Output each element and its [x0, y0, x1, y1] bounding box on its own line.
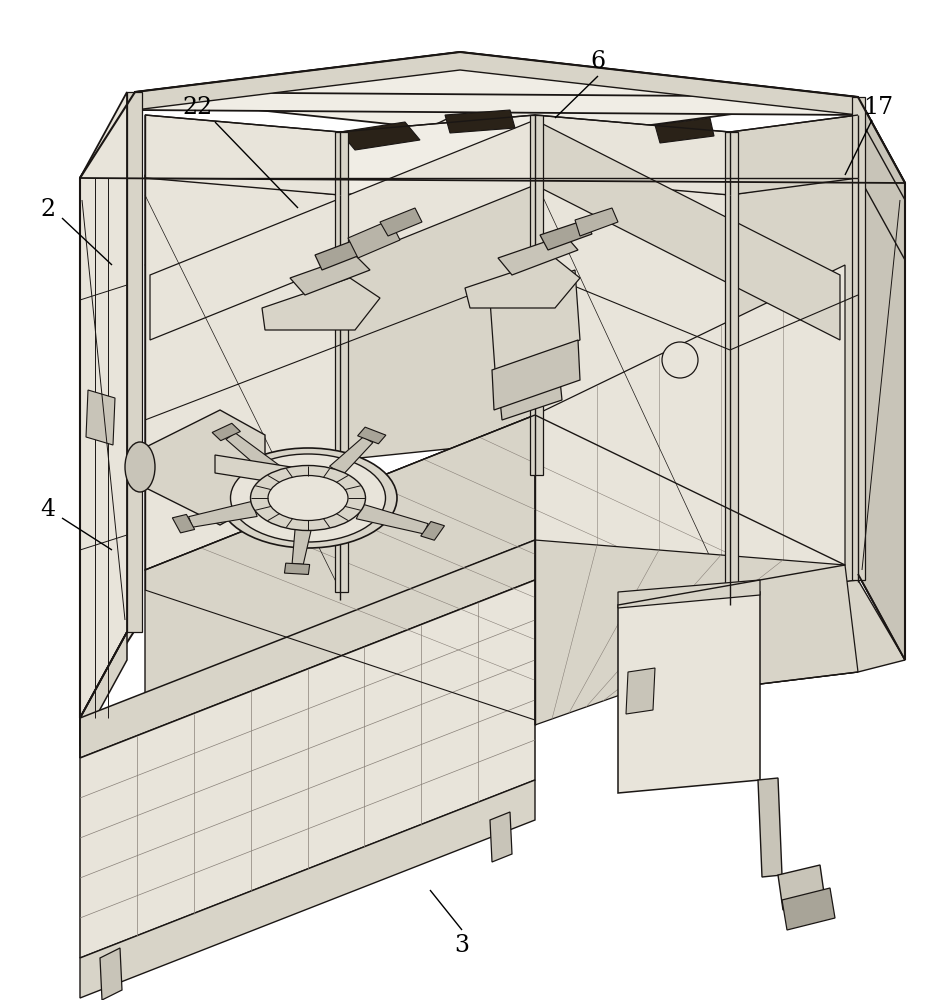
- Polygon shape: [852, 97, 865, 580]
- Polygon shape: [626, 668, 655, 714]
- Text: 4: 4: [41, 498, 56, 522]
- Polygon shape: [495, 288, 558, 380]
- Polygon shape: [356, 504, 428, 534]
- Polygon shape: [498, 360, 562, 420]
- Polygon shape: [535, 540, 858, 725]
- Polygon shape: [80, 632, 127, 746]
- Polygon shape: [340, 175, 535, 460]
- Polygon shape: [212, 423, 241, 441]
- Polygon shape: [535, 175, 730, 490]
- Polygon shape: [315, 238, 368, 270]
- Polygon shape: [292, 529, 311, 564]
- Polygon shape: [760, 580, 905, 684]
- Text: 6: 6: [590, 50, 606, 74]
- Polygon shape: [730, 115, 858, 195]
- Polygon shape: [358, 427, 386, 444]
- Polygon shape: [380, 208, 422, 236]
- Polygon shape: [329, 437, 373, 474]
- Polygon shape: [150, 120, 535, 340]
- Polygon shape: [80, 92, 127, 718]
- Polygon shape: [348, 220, 400, 258]
- Ellipse shape: [251, 466, 365, 530]
- Polygon shape: [858, 97, 905, 200]
- Polygon shape: [145, 415, 535, 695]
- Polygon shape: [445, 110, 515, 133]
- Polygon shape: [80, 780, 535, 998]
- Polygon shape: [335, 132, 348, 592]
- Polygon shape: [618, 592, 760, 793]
- Polygon shape: [226, 433, 282, 476]
- Polygon shape: [492, 340, 580, 410]
- Polygon shape: [80, 92, 135, 196]
- Polygon shape: [782, 888, 835, 930]
- Polygon shape: [80, 92, 135, 716]
- Polygon shape: [490, 812, 512, 862]
- Ellipse shape: [125, 442, 155, 492]
- Polygon shape: [172, 514, 194, 533]
- Polygon shape: [655, 118, 714, 143]
- Polygon shape: [127, 92, 142, 632]
- Polygon shape: [490, 270, 580, 370]
- Polygon shape: [80, 92, 905, 200]
- Polygon shape: [340, 122, 420, 150]
- Ellipse shape: [230, 454, 386, 542]
- Text: 17: 17: [863, 97, 893, 119]
- Text: 3: 3: [454, 934, 470, 956]
- Polygon shape: [778, 865, 825, 910]
- Polygon shape: [145, 175, 340, 590]
- Circle shape: [662, 342, 698, 378]
- Polygon shape: [215, 455, 310, 488]
- Polygon shape: [86, 390, 115, 445]
- Polygon shape: [575, 208, 618, 236]
- Ellipse shape: [219, 448, 397, 548]
- Polygon shape: [730, 175, 858, 600]
- Polygon shape: [135, 52, 858, 115]
- Polygon shape: [135, 52, 858, 140]
- Text: 22: 22: [183, 97, 213, 119]
- Polygon shape: [535, 265, 845, 715]
- Ellipse shape: [268, 476, 348, 520]
- Polygon shape: [535, 120, 840, 340]
- Polygon shape: [340, 115, 535, 195]
- Polygon shape: [618, 580, 760, 608]
- Polygon shape: [262, 278, 380, 330]
- Polygon shape: [80, 580, 535, 958]
- Polygon shape: [80, 540, 535, 758]
- Polygon shape: [421, 522, 445, 540]
- Polygon shape: [290, 255, 370, 295]
- Polygon shape: [725, 132, 738, 602]
- Polygon shape: [540, 220, 592, 250]
- Text: 2: 2: [41, 198, 56, 222]
- Polygon shape: [858, 175, 905, 660]
- Polygon shape: [285, 563, 310, 574]
- Polygon shape: [189, 501, 257, 527]
- Polygon shape: [535, 115, 730, 195]
- Polygon shape: [758, 778, 782, 877]
- Polygon shape: [145, 115, 340, 195]
- Polygon shape: [465, 258, 580, 308]
- Polygon shape: [145, 115, 845, 415]
- Polygon shape: [530, 115, 543, 475]
- Polygon shape: [498, 235, 578, 275]
- Polygon shape: [100, 948, 122, 1000]
- Polygon shape: [140, 410, 265, 525]
- Polygon shape: [858, 97, 905, 660]
- Polygon shape: [145, 415, 845, 720]
